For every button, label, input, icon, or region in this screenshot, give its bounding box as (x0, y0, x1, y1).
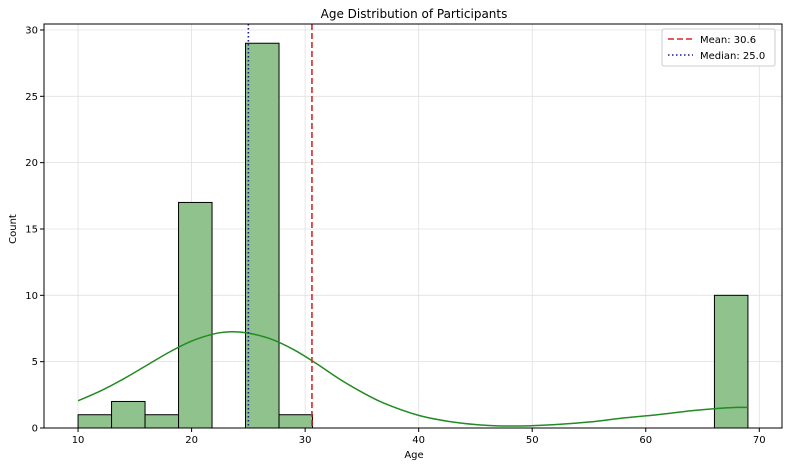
y-tick-label: 0 (32, 424, 38, 435)
x-axis-ticks: 10 20 30 40 50 60 70 (72, 428, 766, 446)
grid-lines (44, 24, 782, 429)
histogram-bar (77, 414, 113, 429)
x-tick-label: 10 (72, 435, 85, 446)
y-axis-label: Count (8, 214, 19, 244)
histogram-bar (178, 201, 213, 429)
x-tick-label: 30 (299, 435, 312, 446)
y-tick-label: 20 (25, 158, 38, 169)
kde-curve-group (77, 331, 748, 427)
x-tick-label: 40 (412, 435, 425, 446)
reference-lines (247, 24, 313, 428)
x-tick-label: 50 (526, 435, 539, 446)
legend-mean-label: Mean: 30.6 (700, 35, 756, 46)
y-tick-label: 30 (25, 25, 38, 36)
x-tick-label: 70 (753, 435, 766, 446)
histogram-bar (713, 294, 749, 429)
y-tick-label: 10 (25, 291, 38, 302)
x-tick-label: 20 (185, 435, 198, 446)
x-tick-label: 60 (639, 435, 652, 446)
legend-median-label: Median: 25.0 (700, 51, 765, 62)
histogram-bars (77, 42, 749, 429)
y-tick-label: 25 (25, 92, 38, 103)
histogram-bar (111, 400, 146, 429)
y-tick-label: 5 (32, 357, 38, 368)
histogram-bar (245, 42, 280, 429)
kde-curve (77, 331, 748, 427)
axes-frame (43, 23, 783, 429)
x-axis-label: Age (404, 450, 423, 461)
y-axis-ticks: 0 5 10 15 20 25 30 (25, 25, 44, 435)
y-tick-label: 15 (25, 224, 38, 235)
histogram-bar (278, 414, 314, 429)
histogram-bar (144, 414, 180, 429)
chart-title: Age Distribution of Participants (321, 7, 508, 21)
legend: Mean: 30.6 Median: 25.0 (661, 28, 776, 67)
